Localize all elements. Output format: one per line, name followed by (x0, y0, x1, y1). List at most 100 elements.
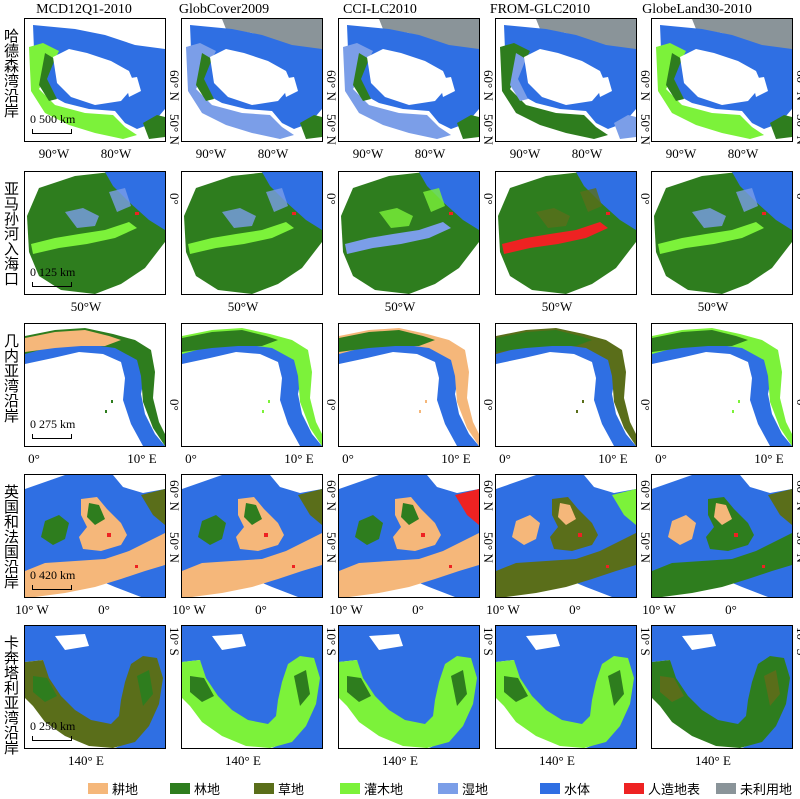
map-panel (338, 323, 480, 447)
column-title: GlobCover2009 (178, 2, 270, 17)
x-tick-label: 0° (725, 602, 737, 617)
legend-label: 耕地 (112, 782, 139, 798)
map-panel (495, 323, 637, 447)
land-cover-map (496, 475, 636, 597)
x-tick-label: 140° E (382, 753, 418, 768)
map-panel (181, 625, 323, 749)
legend-item: 湿地 (438, 780, 489, 798)
x-tick-label: 0° (412, 602, 424, 617)
x-tick-label: 10° E (441, 451, 471, 466)
land-cover-map (652, 172, 792, 294)
x-tick-label: 80°W (100, 146, 132, 161)
x-tick-label: 50°W (384, 299, 416, 314)
column-title: MCD12Q1-2010 (36, 2, 132, 17)
x-tick-label: 10° W (329, 602, 363, 617)
y-tick-label: 60° N (167, 70, 182, 101)
y-tick-label: 10° S (167, 627, 182, 656)
legend-label: 湿地 (462, 782, 489, 798)
y-tick-label: 10° S (324, 627, 339, 656)
column-title: CCI-LC2010 (343, 2, 417, 17)
land-cover-map (25, 324, 165, 446)
map-panel (24, 474, 166, 598)
x-tick-label: 50°W (697, 299, 729, 314)
x-tick-label: 80°W (257, 146, 289, 161)
y-tick-label: 10° S (481, 627, 496, 656)
y-tick-label: 0° (167, 193, 182, 205)
legend-label: 草地 (278, 782, 305, 798)
x-tick-label: 90°W (509, 146, 541, 161)
legend-swatch (170, 782, 190, 794)
x-tick-label: 0° (28, 451, 40, 466)
legend-label: 人造地表 (648, 782, 701, 798)
land-cover-map (496, 324, 636, 446)
y-tick-label: 0° (481, 193, 496, 205)
land-cover-map (25, 172, 165, 294)
land-cover-map (339, 324, 479, 446)
y-tick-label: 0° (481, 399, 496, 411)
land-cover-map (339, 626, 479, 748)
map-panel (181, 18, 323, 142)
scale-bar-line (32, 434, 72, 439)
x-tick-label: 0° (98, 602, 110, 617)
x-tick-label: 10° W (15, 602, 49, 617)
map-panel (24, 323, 166, 447)
land-cover-map (182, 475, 322, 597)
y-tick-label: 50° N (481, 114, 496, 145)
land-cover-map (182, 626, 322, 748)
x-tick-label: 10° E (754, 451, 784, 466)
land-cover-map (182, 19, 322, 141)
row-label: 英国和法国沿岸 (2, 484, 20, 589)
x-tick-label: 80°W (727, 146, 759, 161)
row-label: 哈德森湾沿岸 (2, 28, 20, 118)
column-title: FROM-GLC2010 (489, 2, 591, 17)
scale-bar: 0 250 km (30, 719, 75, 741)
y-tick-label: 60° N (324, 70, 339, 101)
scale-bar: 0 275 km (30, 417, 75, 439)
map-panel (24, 18, 166, 142)
row-label: 几内亚湾沿岸 (2, 333, 20, 423)
x-tick-label: 140° E (695, 753, 731, 768)
scale-bar-label: 0 125 km (30, 265, 76, 279)
legend-swatch (88, 782, 108, 794)
scale-bar: 0 500 km (30, 112, 76, 134)
land-cover-map (652, 626, 792, 748)
x-tick-label: 10° W (172, 602, 206, 617)
map-panel (181, 474, 323, 598)
legend-item: 人造地表 (624, 780, 701, 798)
x-tick-label: 140° E (68, 753, 104, 768)
map-panel (338, 171, 480, 295)
y-tick-label: 50° N (324, 532, 339, 563)
scale-bar-label: 0 500 km (30, 112, 76, 126)
legend-item: 耕地 (88, 780, 139, 798)
x-tick-label: 50°W (227, 299, 259, 314)
land-cover-map (496, 172, 636, 294)
land-cover-map (652, 324, 792, 446)
y-tick-label: 0° (794, 399, 800, 411)
map-panel (338, 18, 480, 142)
land-cover-map (25, 475, 165, 597)
x-tick-label: 90°W (195, 146, 227, 161)
x-tick-label: 10° W (642, 602, 676, 617)
y-tick-label: 60° N (167, 480, 182, 511)
map-panel (495, 474, 637, 598)
row-label: 卡奔塔利亚湾沿岸 (2, 635, 20, 755)
x-tick-label: 140° E (539, 753, 575, 768)
legend-label: 林地 (194, 782, 221, 798)
scale-bar-line (32, 129, 72, 134)
x-tick-label: 50°W (541, 299, 573, 314)
y-tick-label: 50° N (324, 114, 339, 145)
y-tick-label: 60° N (794, 480, 800, 511)
x-tick-label: 90°W (38, 146, 70, 161)
y-tick-label: 50° N (794, 114, 800, 145)
y-tick-label: 60° N (481, 70, 496, 101)
scale-bar-label: 0 420 km (30, 568, 76, 582)
y-tick-label: 50° N (167, 532, 182, 563)
legend-swatch (540, 782, 560, 794)
scale-bar: 0 125 km (30, 265, 76, 287)
x-tick-label: 10° E (284, 451, 314, 466)
scale-bar-line (32, 282, 72, 287)
x-tick-label: 50°W (70, 299, 102, 314)
y-tick-label: 60° N (481, 480, 496, 511)
legend-label: 水体 (564, 782, 591, 798)
x-tick-label: 0° (255, 602, 267, 617)
